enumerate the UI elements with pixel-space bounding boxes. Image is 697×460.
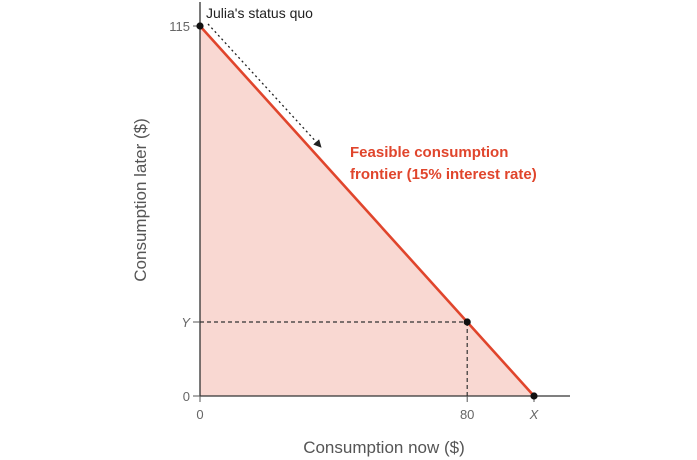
status-quo-point [196,22,204,30]
y-tick-label: Y [181,315,191,330]
status-quo-label: Julia's status quo [206,5,313,21]
x-axis-title: Consumption now ($) [303,438,465,457]
x-tick-label: 80 [460,407,474,422]
y-tick-label: 0 [183,389,190,404]
frontier-label-line2: frontier (15% interest rate) [350,166,537,183]
chosen-point-point [463,318,471,326]
y-tick-label: 115 [169,19,190,34]
frontier-line [199,25,535,397]
x-tick-label: X [529,407,540,422]
x-tick-label: 0 [196,407,203,422]
y-axis-title: Consumption later ($) [131,118,150,281]
x-intercept-point [530,392,538,400]
frontier-label-line1: Feasible consumption [350,144,508,161]
